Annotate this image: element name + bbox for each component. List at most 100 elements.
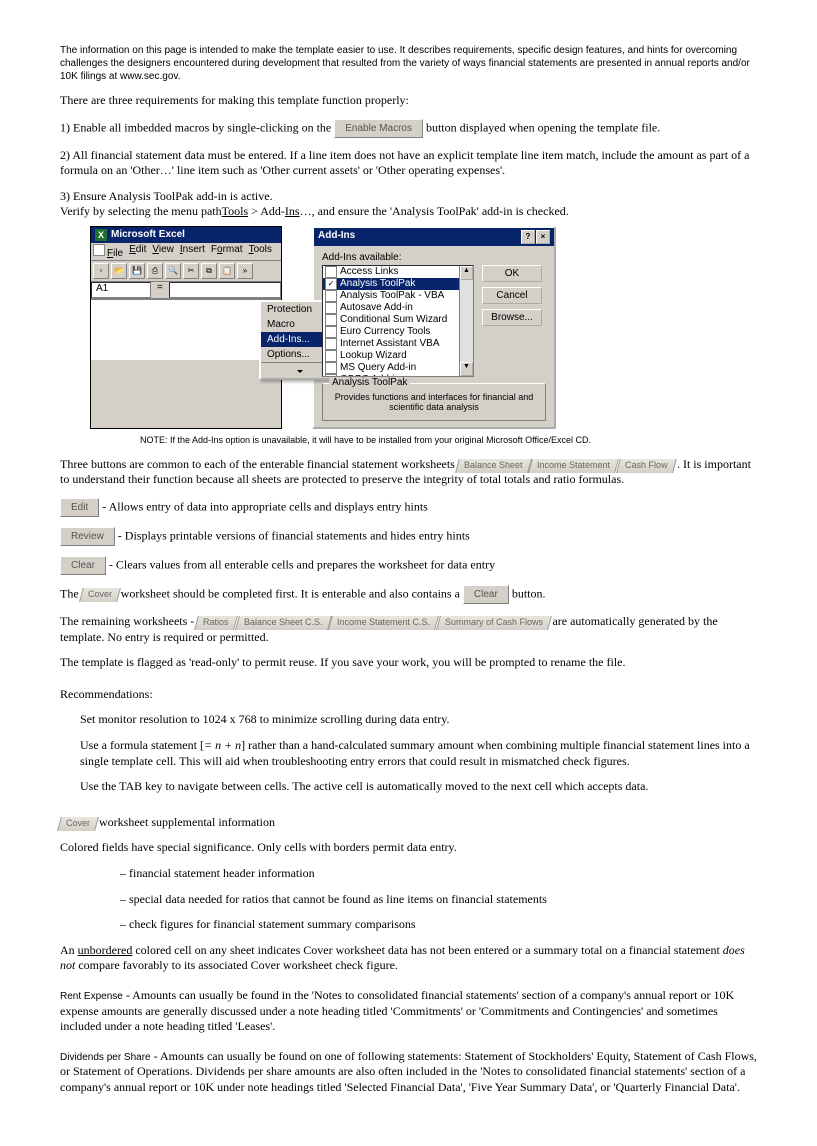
screenshots-row: X Microsoft Excel File Edit View Insert … bbox=[90, 226, 757, 429]
sheet-area: Protection▶ Macro▶ Add-Ins... Options... bbox=[91, 299, 281, 360]
requirement-1: 1) Enable all imbedded macros by single-… bbox=[60, 119, 757, 138]
dialog-titlebar: Add-Ins ? × bbox=[314, 228, 554, 246]
color-bullet-3: – check figures for financial statement … bbox=[120, 917, 757, 933]
color-bullet-1: – financial statement header information bbox=[120, 866, 757, 882]
review-button[interactable]: Review bbox=[60, 527, 115, 546]
browse-button[interactable]: Browse... bbox=[482, 309, 542, 326]
supplemental-header: Cover worksheet supplemental information bbox=[60, 815, 757, 831]
help-icon[interactable]: ? bbox=[521, 230, 535, 244]
description-groupbox: Analysis ToolPak Provides functions and … bbox=[322, 383, 546, 421]
tab-cf-summary[interactable]: Summary of Cash Flows bbox=[437, 616, 553, 630]
readonly-para: The template is flagged as 'read-only' t… bbox=[60, 655, 757, 671]
cover-mid: worksheet should be completed first. It … bbox=[121, 586, 460, 600]
remaining-prefix: The remaining worksheets - bbox=[60, 614, 197, 628]
review-row: Review - Displays printable versions of … bbox=[60, 527, 757, 546]
edit-row: Edit - Allows entry of data into appropr… bbox=[60, 498, 757, 517]
scroll-down-icon[interactable]: ▼ bbox=[460, 362, 473, 376]
formula-input[interactable] bbox=[169, 282, 281, 298]
scrollbar[interactable]: ▲ ▼ bbox=[459, 266, 473, 376]
clear-button-2[interactable]: Clear bbox=[463, 585, 509, 604]
edit-button[interactable]: Edit bbox=[60, 498, 99, 517]
menu-edit[interactable]: Edit bbox=[129, 244, 146, 259]
formula-bar: A1 = bbox=[91, 282, 281, 299]
edit-desc: - Allows entry of data into appropriate … bbox=[102, 499, 428, 513]
checkbox-icon[interactable] bbox=[325, 362, 337, 374]
req3-tools: Tools bbox=[222, 204, 249, 218]
cut-icon[interactable]: ✂ bbox=[183, 263, 199, 279]
group-desc: Provides functions and interfaces for fi… bbox=[327, 388, 541, 416]
name-box[interactable]: A1 bbox=[91, 282, 151, 298]
rec-2: Use a formula statement [= n + n] rather… bbox=[80, 738, 757, 769]
addin-item: Conditional Sum Wizard bbox=[323, 314, 473, 326]
addin-item: Autosave Add-in bbox=[323, 302, 473, 314]
tab-cover[interactable]: Cover bbox=[79, 588, 121, 602]
addins-label: Add-Ins available: bbox=[322, 252, 546, 263]
common-buttons-para: Three buttons are common to each of the … bbox=[60, 457, 757, 488]
install-note: NOTE: If the Add-Ins option is unavailab… bbox=[140, 435, 757, 447]
addin-item: Lookup Wizard bbox=[323, 350, 473, 362]
rec-1: Set monitor resolution to 1024 x 768 to … bbox=[80, 712, 757, 728]
tab-income-statement[interactable]: Income Statement bbox=[529, 459, 620, 473]
addin-item: Internet Assistant VBA bbox=[323, 338, 473, 350]
dividends-para: Dividends per Share - Amounts can usuall… bbox=[60, 1049, 757, 1096]
excel-icon: X bbox=[95, 229, 107, 241]
checkbox-icon[interactable] bbox=[325, 290, 337, 302]
recommendations-header: Recommendations: bbox=[60, 687, 757, 703]
scroll-up-icon[interactable]: ▲ bbox=[460, 266, 473, 280]
menu-insert[interactable]: Insert bbox=[180, 244, 205, 259]
colored-fields-para: Colored fields have special significance… bbox=[60, 840, 757, 856]
paste-icon[interactable]: 📋 bbox=[219, 263, 235, 279]
tab-ratios[interactable]: Ratios bbox=[194, 616, 237, 630]
menu-tools[interactable]: Tools bbox=[249, 244, 272, 259]
close-icon[interactable]: × bbox=[536, 230, 550, 244]
new-icon[interactable]: ▫ bbox=[93, 263, 109, 279]
clear-button[interactable]: Clear bbox=[60, 556, 106, 575]
open-icon[interactable]: 📂 bbox=[111, 263, 127, 279]
tab-balance-sheet[interactable]: Balance Sheet bbox=[455, 459, 531, 473]
ok-button[interactable]: OK bbox=[482, 265, 542, 282]
div-header: Dividends per Share bbox=[60, 1052, 151, 1063]
requirement-3: 3) Ensure Analysis ToolPak add-in is act… bbox=[60, 189, 757, 220]
addin-item: ✓Analysis ToolPak bbox=[323, 278, 473, 290]
save-icon[interactable]: 💾 bbox=[129, 263, 145, 279]
req1-suffix: button displayed when opening the templa… bbox=[426, 120, 660, 134]
color-bullet-2: – special data needed for ratios that ca… bbox=[120, 892, 757, 908]
supp-header-text: worksheet supplemental information bbox=[99, 815, 275, 829]
print-icon[interactable]: ⎙ bbox=[147, 263, 163, 279]
excel-menubar: File Edit View Insert Format Tools bbox=[91, 243, 281, 261]
checkbox-icon[interactable] bbox=[325, 338, 337, 350]
checkbox-icon[interactable] bbox=[325, 326, 337, 338]
more-icon[interactable]: » bbox=[237, 263, 253, 279]
copy-icon[interactable]: ⧉ bbox=[201, 263, 217, 279]
addins-listbox[interactable]: Access Links ✓Analysis ToolPak Analysis … bbox=[322, 265, 474, 377]
tab-cash-flow[interactable]: Cash Flow bbox=[617, 459, 677, 473]
requirement-2: 2) All financial statement data must be … bbox=[60, 148, 757, 179]
div-body: - Amounts can usually be found on one of… bbox=[60, 1049, 757, 1094]
tab-cover-2[interactable]: Cover bbox=[57, 817, 99, 831]
checkbox-icon[interactable] bbox=[325, 266, 337, 278]
tab-bs-cs[interactable]: Balance Sheet C.S. bbox=[235, 616, 331, 630]
checkbox-icon[interactable] bbox=[325, 302, 337, 314]
req3-line2a: Verify by selecting the menu path bbox=[60, 204, 222, 218]
clear-row: Clear - Clears values from all enterable… bbox=[60, 556, 757, 575]
checkbox-icon[interactable]: ✓ bbox=[325, 278, 337, 290]
checkbox-icon[interactable] bbox=[325, 350, 337, 362]
review-desc: - Displays printable versions of financi… bbox=[118, 528, 470, 542]
menu-file[interactable]: File bbox=[93, 244, 123, 259]
dialog-title-text: Add-Ins bbox=[318, 230, 355, 244]
cover-para: The Cover worksheet should be completed … bbox=[60, 585, 757, 604]
enable-macros-button[interactable]: Enable Macros bbox=[334, 119, 423, 138]
excel-window: X Microsoft Excel File Edit View Insert … bbox=[90, 226, 282, 429]
addin-item: MS Query Add-in bbox=[323, 362, 473, 374]
req3-sep: > Add- bbox=[248, 204, 285, 218]
preview-icon[interactable]: 🔍 bbox=[165, 263, 181, 279]
rent-body: - Amounts can usually be found in the 'N… bbox=[60, 988, 734, 1033]
addins-dialog: Add-Ins ? × Add-Ins available: Access Li… bbox=[312, 226, 556, 429]
cover-prefix: The bbox=[60, 586, 82, 600]
checkbox-icon[interactable] bbox=[325, 314, 337, 326]
menu-format[interactable]: Format bbox=[211, 244, 243, 259]
cancel-button[interactable]: Cancel bbox=[482, 287, 542, 304]
menu-view[interactable]: View bbox=[152, 244, 174, 259]
tab-is-cs[interactable]: Income Statement C.S. bbox=[329, 616, 440, 630]
excel-toolbar: ▫ 📂 💾 ⎙ 🔍 ✂ ⧉ 📋 » bbox=[91, 261, 281, 282]
